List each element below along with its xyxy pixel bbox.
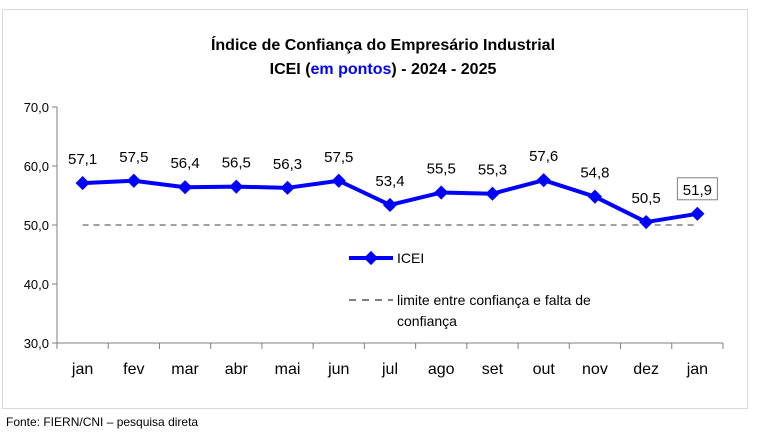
data-point xyxy=(690,206,705,221)
x-tick-label: nov xyxy=(582,361,608,378)
y-tick-label: 30,0 xyxy=(24,336,49,351)
legend-icei-label: ICEI xyxy=(397,250,424,266)
chart-title-line2: ICEI (em pontos) - 2024 - 2025 xyxy=(270,61,497,78)
legend-icei-marker xyxy=(363,250,379,266)
y-tick-label: 40,0 xyxy=(24,277,49,292)
chart-svg: Índice de Confiança do Empresário Indust… xyxy=(24,35,724,378)
legend-threshold-label-2: confiança xyxy=(397,313,457,329)
data-point xyxy=(75,176,90,191)
x-tick-label: out xyxy=(533,361,556,378)
x-tick-label: mar xyxy=(171,361,199,378)
data-label: 56,4 xyxy=(170,155,199,172)
title-suffix: ) - 2024 - 2025 xyxy=(391,61,496,78)
data-label: 53,4 xyxy=(375,173,404,190)
x-tick-label: abr xyxy=(225,361,249,378)
data-label: 55,5 xyxy=(427,161,456,178)
x-tick-label: ago xyxy=(428,361,455,378)
y-tick-label: 50,0 xyxy=(24,218,49,233)
data-point xyxy=(280,180,295,195)
data-label: 57,1 xyxy=(68,151,97,168)
data-point xyxy=(536,173,551,188)
x-tick-label: fev xyxy=(123,361,144,378)
data-label: 55,3 xyxy=(478,162,507,179)
title-prefix: ICEI ( xyxy=(270,61,312,78)
legend: ICEI limite entre confiança e falta de c… xyxy=(349,250,591,329)
x-tick-label: jan xyxy=(71,361,93,378)
data-label: 51,9 xyxy=(683,182,712,199)
chart-title-line1: Índice de Confiança do Empresário Indust… xyxy=(211,35,555,54)
y-tick-label: 60,0 xyxy=(24,159,49,174)
x-tick-label: jul xyxy=(381,361,398,378)
x-axis: jan fev mar abr mai jun jul ago set out nov dez jan xyxy=(56,342,724,378)
source-note: Fonte: FIERN/CNI – pesquisa direta xyxy=(6,415,199,429)
data-label-box xyxy=(676,177,718,201)
data-point xyxy=(331,173,346,188)
data-label: 50,5 xyxy=(632,190,661,207)
data-labels: 57,1 57,5 56,4 56,5 56,3 57,5 53,4 55,5 55,3 57,6… xyxy=(68,148,718,207)
data-point xyxy=(382,197,398,213)
x-tick-label: set xyxy=(482,361,504,378)
data-point xyxy=(485,186,500,201)
data-label: 56,5 xyxy=(222,155,251,172)
data-point xyxy=(178,180,193,195)
data-point xyxy=(434,185,449,200)
x-tick-label: jan xyxy=(686,361,708,378)
data-label: 57,5 xyxy=(324,149,353,166)
legend-threshold-label-1: limite entre confiança e falta de xyxy=(397,292,591,308)
data-point xyxy=(229,179,244,194)
data-label: 56,3 xyxy=(273,156,302,173)
chart-frame: Índice de Confiança do Empresário Indust… xyxy=(2,9,748,409)
x-tick-label: dez xyxy=(633,361,659,378)
data-label: 57,5 xyxy=(119,149,148,166)
data-label: 54,8 xyxy=(580,165,609,182)
x-tick-label: jun xyxy=(327,361,349,378)
x-tick-label: mai xyxy=(275,361,301,378)
title-highlight: em pontos xyxy=(311,61,392,78)
data-label: 57,6 xyxy=(529,148,558,165)
y-axis: 30,0 40,0 50,0 60,0 70,0 xyxy=(24,100,58,351)
data-point xyxy=(587,189,602,204)
data-point xyxy=(639,214,654,230)
data-point xyxy=(126,173,141,188)
y-tick-label: 70,0 xyxy=(24,100,49,115)
